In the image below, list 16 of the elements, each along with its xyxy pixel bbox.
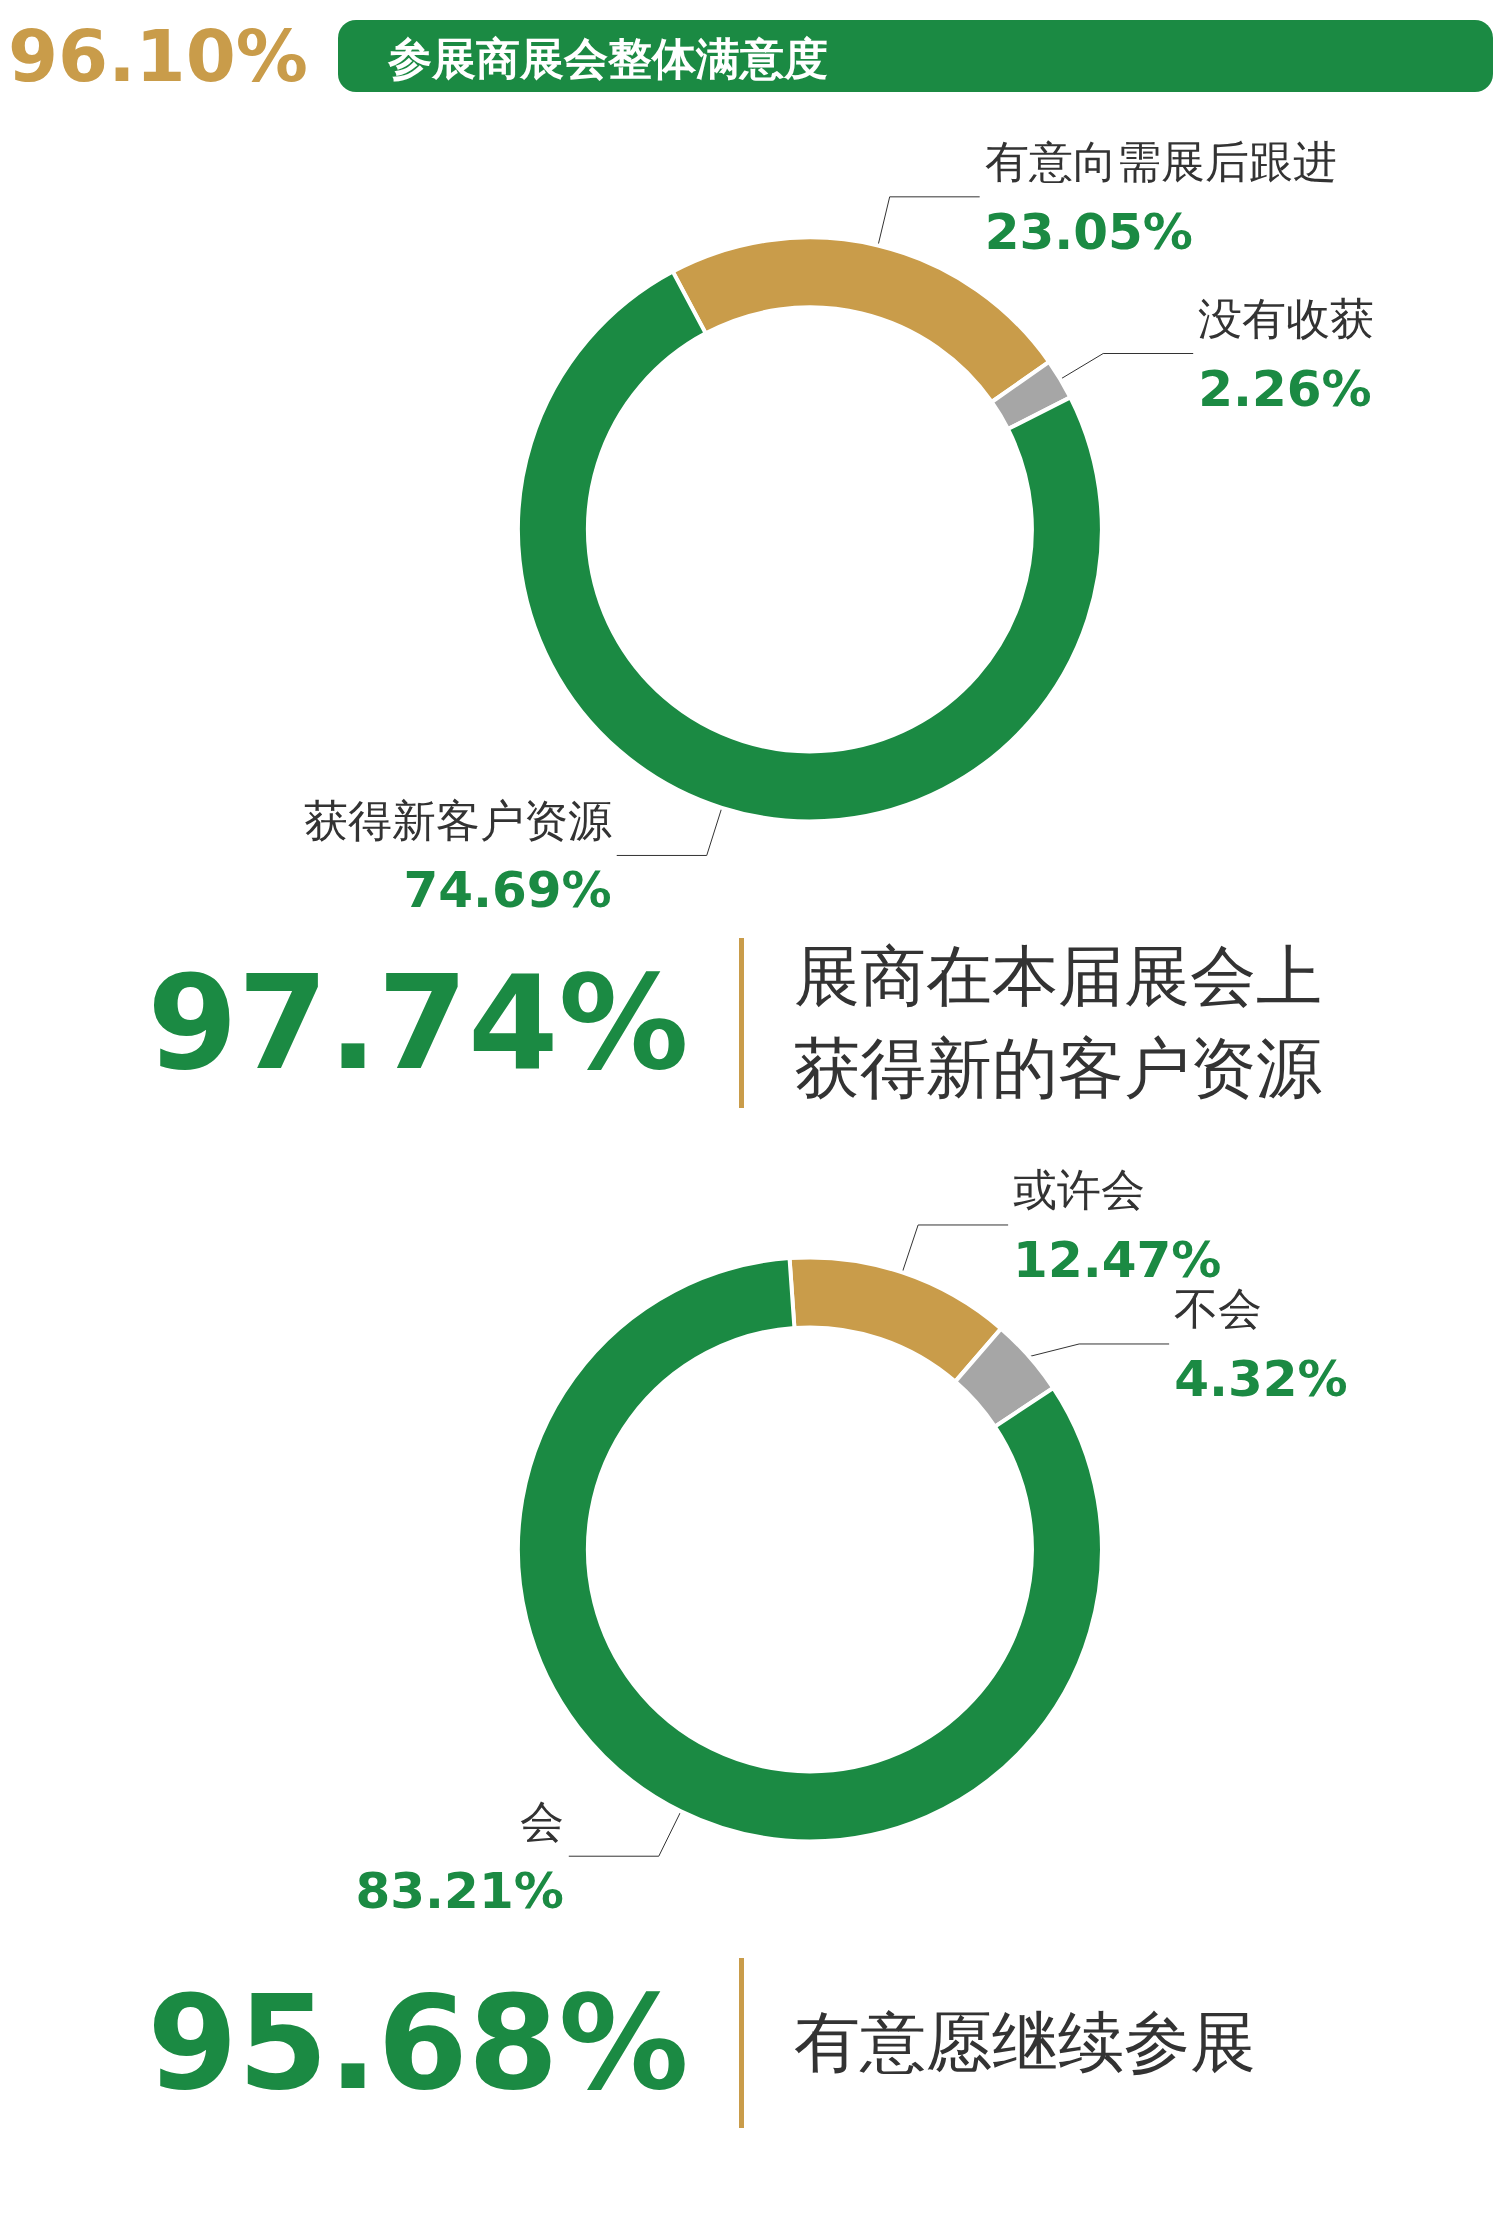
text: 有意愿继续参展 bbox=[792, 2003, 1257, 2083]
data-label: 2.26% bbox=[1198, 359, 1372, 418]
data-label: 74.69% bbox=[403, 861, 612, 920]
text: 展商在本届展会上获得新的客户资源 bbox=[792, 937, 1323, 1109]
text: 96.10% bbox=[8, 13, 308, 98]
slice-label: 或许会 bbox=[1013, 1164, 1146, 1216]
text: 95.68% bbox=[147, 1958, 744, 2128]
data-label: 83.21% bbox=[355, 1862, 564, 1921]
data-label: 23.05% bbox=[984, 202, 1193, 261]
slice-label: 获得新客户资源 bbox=[303, 794, 612, 846]
slice-label: 会 bbox=[519, 1795, 564, 1847]
slice-label: 有意向需展后跟进 bbox=[984, 136, 1337, 188]
text: 参展商展会整体满意度 bbox=[337, 19, 1493, 92]
data-label: 4.32% bbox=[1174, 1349, 1348, 1408]
slice-label: 没有收获 bbox=[1198, 293, 1375, 344]
text: 97.74% bbox=[147, 938, 744, 1108]
